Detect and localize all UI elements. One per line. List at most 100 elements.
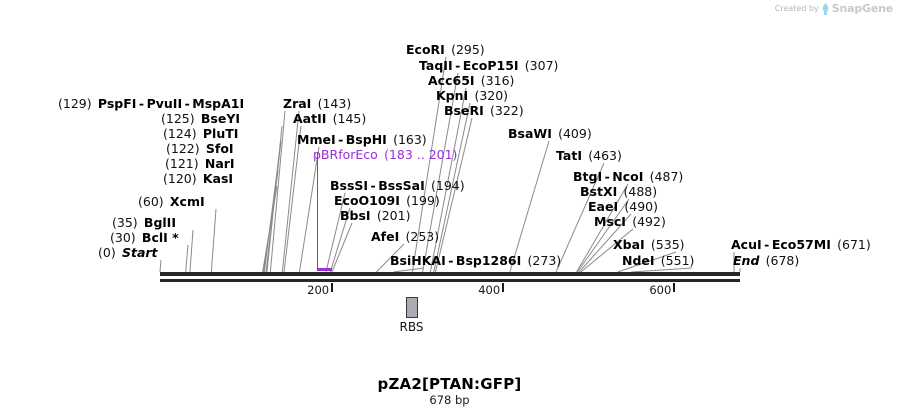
site-label-tati[interactable]: TatI (463) <box>556 149 622 162</box>
site-position: (307) <box>524 58 559 73</box>
site-position: (60) <box>138 194 164 209</box>
site-position: (253) <box>405 229 440 244</box>
site-leader-line <box>159 259 162 273</box>
site-label-afei[interactable]: AfeI (253) <box>371 230 439 243</box>
sequence-axis-line-lower <box>160 279 740 282</box>
site-label-bglii[interactable]: (35) BglII <box>112 216 176 229</box>
site-label-ecoo109i[interactable]: EcoO109I (199) <box>334 194 440 207</box>
site-name: MmeI <box>297 132 336 147</box>
site-name: Eco57MI <box>771 237 831 252</box>
site-name: KpnI <box>436 88 469 103</box>
site-leader-line <box>265 140 282 273</box>
site-label-bstxi[interactable]: BstXI (488) <box>580 185 657 198</box>
site-label-msci[interactable]: MscI (492) <box>594 215 666 228</box>
site-leader-line <box>263 155 280 273</box>
site-position: (145) <box>332 111 367 126</box>
site-position: (273) <box>527 253 562 268</box>
annotation-name: pBRforEco <box>313 147 378 162</box>
site-name: AatII <box>293 111 327 126</box>
feature-label-rbs: RBS <box>399 320 424 334</box>
site-position: (535) <box>650 237 685 252</box>
annotation-label-pbrforeco[interactable]: pBRforEco (183 .. 201) <box>313 148 457 161</box>
site-name: NdeI <box>622 253 655 268</box>
site-label-pspfi[interactable]: (129) PspFI - PvuII - MspA1I <box>58 97 244 110</box>
ruler-tick-label: 600 <box>649 283 672 297</box>
site-position: (143) <box>317 96 352 111</box>
site-leader-line <box>189 229 194 273</box>
site-label-bseri[interactable]: BseRI (322) <box>444 104 524 117</box>
site-label-zrai[interactable]: ZraI (143) <box>283 97 351 110</box>
site-name: Bsp1286I <box>455 253 522 268</box>
site-label-xbai[interactable]: XbaI (535) <box>613 238 685 251</box>
site-leader-line <box>185 244 189 273</box>
site-label-acc65i[interactable]: Acc65I (316) <box>428 74 514 87</box>
site-label-kpni[interactable]: KpnI (320) <box>436 89 508 102</box>
site-label-btgi[interactable]: BtgI - NcoI (487) <box>573 170 683 183</box>
site-label-taqii[interactable]: TaqII - EcoP15I (307) <box>419 59 558 72</box>
site-label-bsihkai[interactable]: BsiHKAI - Bsp1286I (273) <box>390 254 561 267</box>
ruler-tick-label: 200 <box>307 283 330 297</box>
site-name: PluTI <box>202 126 239 141</box>
site-label-xcmi[interactable]: (60) XcmI <box>138 195 205 208</box>
site-name: EcoRI <box>406 42 445 57</box>
site-label-bseyi[interactable]: (125) BseYI <box>161 112 240 125</box>
feature-box-rbs[interactable] <box>405 297 418 318</box>
site-name: XcmI <box>169 194 205 209</box>
site-position: (409) <box>558 126 592 141</box>
site-name: End <box>733 253 760 268</box>
site-label-eaei[interactable]: EaeI (490) <box>588 200 658 213</box>
site-label-sfoi[interactable]: (122) SfoI <box>166 142 234 155</box>
site-label-bsawi[interactable]: BsaWI (409) <box>508 127 592 140</box>
site-name: BsiHKAI <box>390 253 446 268</box>
site-position: (129) <box>58 96 92 111</box>
site-name: BglII <box>143 215 176 230</box>
site-position: (35) <box>112 215 138 230</box>
site-name: EaeI <box>588 199 619 214</box>
site-name-separator: - <box>182 96 193 111</box>
site-label-ecori[interactable]: EcoRI (295) <box>406 43 485 56</box>
site-name: BbsI <box>340 208 371 223</box>
site-name: BstXI <box>580 184 618 199</box>
site-name: SfoI <box>205 141 234 156</box>
site-name: NarI <box>204 156 235 171</box>
site-position: (463) <box>588 148 622 163</box>
site-name: EcoO109I <box>334 193 400 208</box>
site-leader-line <box>283 125 302 273</box>
site-position: (124) <box>163 126 197 141</box>
site-label-end[interactable]: End (678) <box>733 254 799 267</box>
site-name: BspHI <box>345 132 387 147</box>
site-position: (121) <box>165 156 199 171</box>
site-name: TatI <box>556 148 582 163</box>
site-name: BssSI <box>330 178 369 193</box>
site-leader-line <box>434 117 473 273</box>
site-label-ndei[interactable]: NdeI (551) <box>622 254 694 267</box>
site-leader-line <box>263 170 279 273</box>
site-name: Start <box>121 245 158 260</box>
site-position: (322) <box>489 103 524 118</box>
site-name: TaqII <box>419 58 453 73</box>
site-position: (30) <box>110 230 136 245</box>
site-label-bbsi[interactable]: BbsI (201) <box>340 209 410 222</box>
site-label-acui[interactable]: AcuI - Eco57MI (671) <box>731 238 871 251</box>
annotation-bar-pbrforeco[interactable] <box>316 268 332 271</box>
site-name-separator: - <box>136 96 147 111</box>
site-leader-line <box>266 125 283 273</box>
site-name-separator: - <box>335 132 346 147</box>
site-label-bsssi[interactable]: BssSI - BssSaI (194) <box>330 179 465 192</box>
site-position: (678) <box>765 253 800 268</box>
site-name: ZraI <box>283 96 312 111</box>
site-name-separator: - <box>452 58 463 73</box>
site-label-kasi[interactable]: (120) KasI <box>163 172 233 185</box>
site-label-nari[interactable]: (121) NarI <box>165 157 235 170</box>
snapgene-brand-label: SnapGene <box>831 2 893 15</box>
site-name: BclI * <box>141 230 179 245</box>
site-name: PspFI <box>97 96 137 111</box>
site-label-mmei[interactable]: MmeI - BspHI (163) <box>297 133 427 146</box>
site-label-start[interactable]: (0) Start <box>98 246 158 259</box>
snapgene-leaf-icon <box>822 2 829 15</box>
site-label-bcli[interactable]: (30) BclI * <box>110 231 179 244</box>
site-name: KasI <box>202 171 234 186</box>
site-label-aatii[interactable]: AatII (145) <box>293 112 366 125</box>
site-position: (295) <box>451 42 485 57</box>
site-label-pluti[interactable]: (124) PluTI <box>163 127 238 140</box>
